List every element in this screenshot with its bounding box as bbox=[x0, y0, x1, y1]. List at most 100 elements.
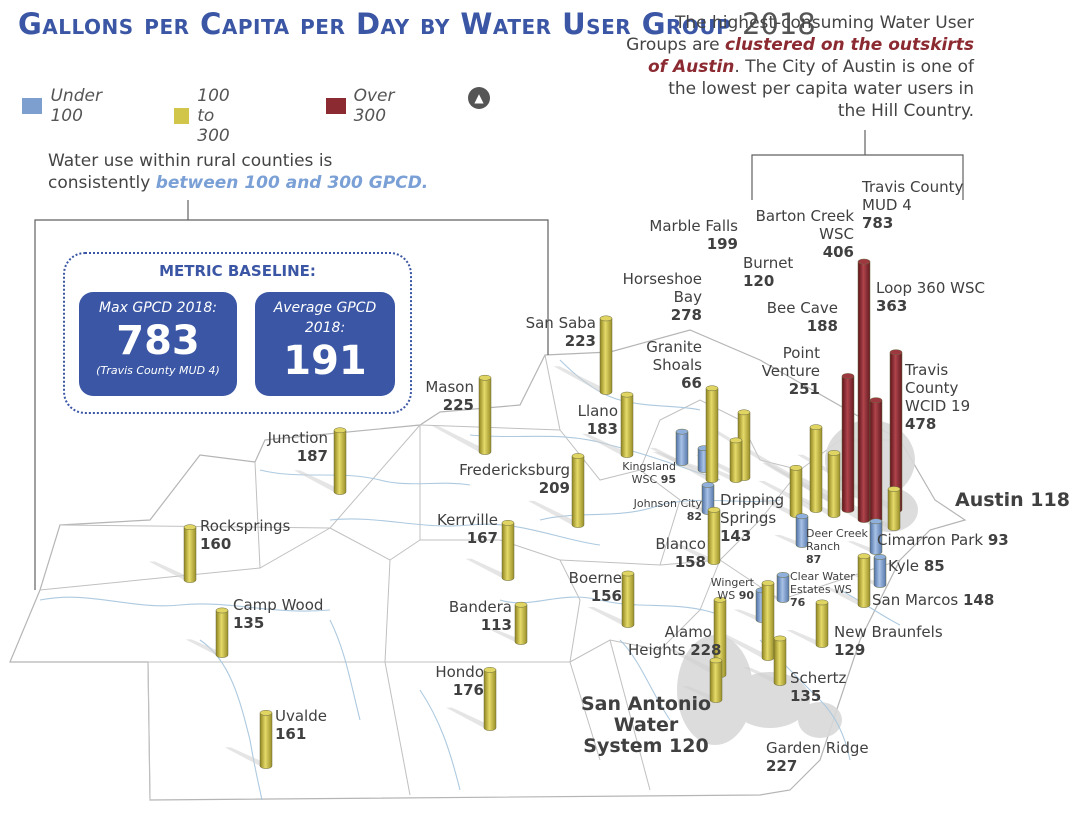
cylinder-top bbox=[713, 596, 727, 603]
cylinder-body bbox=[333, 430, 347, 495]
cylinder-top bbox=[501, 520, 515, 526]
rural-callout: Water use within rural counties is consi… bbox=[48, 150, 468, 194]
label-kingsland-wsc: Kingsland WSC 95 bbox=[622, 460, 676, 486]
cylinder-top bbox=[478, 374, 492, 381]
gpcd-cylinder bbox=[857, 553, 871, 608]
outskirts-callout: The highest-consuming Water User Groups … bbox=[594, 12, 974, 122]
gpcd-cylinder bbox=[729, 437, 743, 483]
label-boerne: Boerne 156 bbox=[568, 569, 622, 605]
gpcd-cylinder bbox=[701, 482, 715, 515]
gpcd-cylinder bbox=[869, 518, 883, 555]
cylinder-top bbox=[887, 486, 901, 492]
label-san-marcos: San Marcos 148 bbox=[872, 591, 995, 609]
callout-line: the lowest per capita water users in bbox=[668, 79, 974, 99]
label-loop-360-wsc: Loop 360 WSC 363 bbox=[876, 279, 985, 315]
cylinder-body bbox=[776, 574, 790, 603]
gpcd-cylinder bbox=[620, 391, 634, 458]
cylinder-body bbox=[815, 602, 829, 648]
cylinder-top bbox=[776, 572, 790, 578]
cylinder-body bbox=[773, 638, 787, 686]
label-camp-wood: Camp Wood 135 bbox=[233, 596, 324, 632]
cylinder-top bbox=[709, 657, 723, 664]
title-year: 2018 bbox=[741, 7, 816, 41]
cylinder-body bbox=[873, 556, 887, 588]
label-barton-creek-wsc: Barton Creek WSC 406 bbox=[755, 207, 854, 261]
cylinder-body bbox=[599, 318, 613, 395]
rural-emphasis: between 100 and 300 GPCD. bbox=[155, 173, 429, 193]
callout-line: of Austin. The City of Austin is one of bbox=[647, 57, 974, 77]
cylinder-top bbox=[183, 524, 197, 531]
label-travis-county-wcid-19: Travis County WCID 19 478 bbox=[905, 361, 971, 433]
cylinder-shadow bbox=[294, 470, 346, 492]
callout-emphasis: of Austin bbox=[647, 57, 735, 77]
cylinder-body bbox=[795, 516, 809, 548]
label-bee-cave: Bee Cave 188 bbox=[766, 299, 838, 335]
cylinder-top bbox=[215, 607, 229, 614]
connector-lines bbox=[34, 130, 964, 590]
gpcd-cylinder bbox=[809, 424, 823, 513]
gpcd-cylinder bbox=[773, 635, 787, 686]
legend-swatch-yellow bbox=[174, 108, 190, 124]
gpcd-cylinder bbox=[869, 397, 883, 523]
cylinder-top bbox=[869, 397, 883, 404]
gpcd-cylinder bbox=[873, 554, 887, 588]
cylinder-body bbox=[887, 488, 901, 531]
legend-label: 100 to 300 bbox=[197, 86, 230, 146]
cylinder-top bbox=[869, 518, 883, 525]
cylinder-body bbox=[183, 526, 197, 583]
cylinder-top bbox=[729, 437, 743, 444]
cylinder-body bbox=[857, 555, 871, 608]
gpcd-cylinder bbox=[709, 657, 723, 703]
cylinder-body bbox=[259, 712, 273, 769]
cylinder-body bbox=[809, 426, 823, 513]
max-gpcd-label: Max GPCD 2018: bbox=[98, 300, 218, 316]
cylinder-body bbox=[857, 261, 871, 523]
gpcd-cylinder bbox=[887, 486, 901, 531]
gpcd-cylinder bbox=[571, 453, 585, 528]
label-point-venture: Point Venture 251 bbox=[761, 344, 820, 398]
label-burnet: Burnet 120 bbox=[743, 254, 794, 290]
cylinder-top bbox=[599, 315, 613, 322]
callout-line: Groups are clustered on the outskirts bbox=[626, 35, 974, 55]
cylinder-top bbox=[259, 710, 273, 716]
gpcd-cylinder bbox=[705, 385, 719, 483]
label-junction: Junction 187 bbox=[267, 429, 328, 465]
cylinder-top bbox=[705, 385, 719, 392]
cylinder-top bbox=[841, 373, 855, 379]
gpcd-cylinder bbox=[776, 572, 790, 603]
cylinder-body bbox=[675, 431, 689, 466]
label-garden-ridge: Garden Ridge 227 bbox=[766, 739, 869, 775]
cylinder-body bbox=[709, 660, 723, 703]
cylinder-shadow bbox=[432, 426, 491, 452]
rural-line: consistently between 100 and 300 GPCD. bbox=[48, 173, 429, 193]
gpcd-cylinder bbox=[857, 258, 871, 523]
gpcd-cylinder bbox=[501, 520, 515, 581]
label-san-saba: San Saba 223 bbox=[525, 314, 596, 350]
gpcd-cylinder bbox=[621, 570, 635, 628]
gpcd-cylinder bbox=[483, 667, 497, 731]
cylinder-top bbox=[873, 554, 887, 560]
legend-swatch-red bbox=[326, 98, 346, 114]
gpcd-cylinder bbox=[795, 513, 809, 548]
cylinder-body bbox=[514, 604, 528, 645]
gpcd-cylinder bbox=[183, 524, 197, 583]
cylinder-top bbox=[815, 599, 829, 606]
cylinder-top bbox=[737, 409, 751, 416]
label-kerrville: Kerrville 167 bbox=[437, 511, 498, 547]
cylinder-top bbox=[483, 667, 497, 673]
gpcd-cylinder bbox=[707, 507, 721, 565]
label-blanco: Blanco 158 bbox=[655, 535, 706, 571]
label-dripping-springs: Dripping Springs 143 bbox=[720, 491, 785, 545]
rivers bbox=[39, 359, 901, 801]
gpcd-cylinder bbox=[815, 599, 829, 648]
cylinder-body bbox=[705, 388, 719, 483]
label-llano: Llano 183 bbox=[577, 402, 618, 438]
label-mason: Mason 225 bbox=[425, 378, 474, 414]
cylinder-top bbox=[857, 258, 871, 265]
label-rocksprings: Rocksprings 160 bbox=[200, 517, 291, 553]
cylinder-shadow bbox=[714, 631, 774, 658]
label-johnson-city: Johnson City 82 bbox=[633, 497, 702, 523]
gpcd-cylinders bbox=[183, 258, 903, 769]
